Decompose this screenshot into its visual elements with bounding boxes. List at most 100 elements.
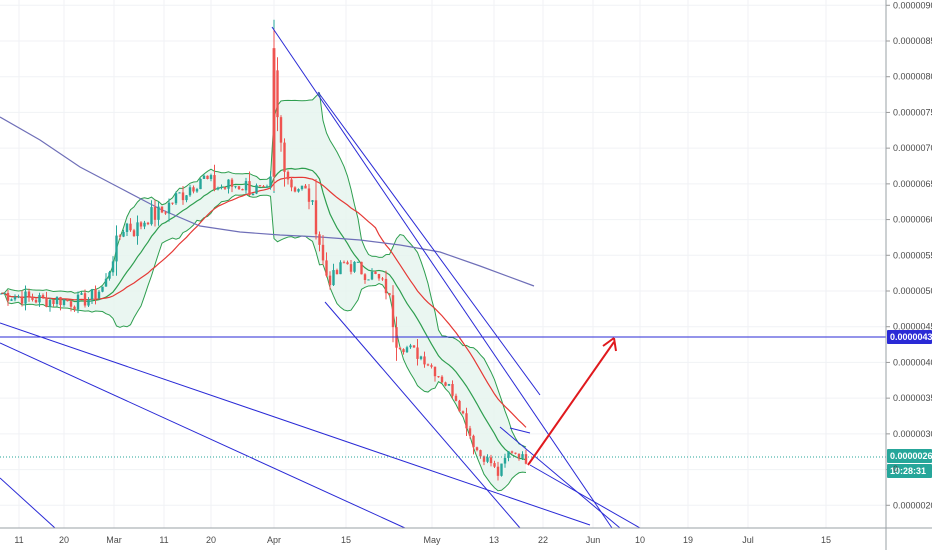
y-tick-label: 0.00000650 — [893, 179, 932, 189]
candle-down — [342, 262, 346, 264]
x-tick-label: 15 — [821, 535, 831, 545]
candle-down — [514, 452, 517, 454]
x-tick-label: Jun — [586, 535, 601, 545]
x-tick-label: 10 — [635, 535, 645, 545]
trend-line — [317, 91, 541, 396]
candle-down — [181, 192, 185, 201]
candle-up — [486, 457, 489, 462]
candle-down — [437, 376, 440, 378]
candle-down — [132, 230, 136, 237]
candle-down — [440, 376, 444, 383]
candle-up — [38, 295, 41, 303]
candle-down — [66, 299, 69, 302]
candle-up — [167, 202, 171, 214]
candle-down — [34, 299, 38, 303]
candle-up — [419, 356, 423, 359]
candle-up — [370, 271, 374, 280]
candle-down — [258, 185, 262, 187]
candle-spike — [272, 48, 276, 177]
y-tick-label: 0.00000500 — [893, 286, 932, 296]
candle-down — [391, 295, 395, 328]
candle-down — [451, 384, 454, 396]
y-tick-label: 0.00000400 — [893, 357, 932, 367]
y-tick-label: 0.00000850 — [893, 36, 932, 46]
candle-up — [195, 189, 199, 192]
candle-down — [458, 400, 461, 412]
candle-down — [314, 200, 318, 235]
y-tick-label: 0.00000700 — [893, 143, 932, 153]
candle-up — [405, 347, 409, 353]
candle-up — [202, 175, 206, 179]
candle-down — [461, 411, 465, 414]
candle-down — [45, 297, 48, 307]
candle-up — [339, 262, 342, 275]
price-badge: 10:28:31 — [887, 464, 932, 478]
trend-line — [499, 426, 621, 529]
candle-up — [48, 300, 52, 307]
candle-up — [199, 178, 202, 190]
candle-down — [472, 435, 475, 448]
bollinger-bands — [0, 91, 527, 492]
candle-down — [20, 296, 24, 304]
candle-up — [356, 261, 360, 263]
price-badge-bg — [887, 464, 932, 478]
candle-down — [160, 206, 164, 213]
candle-up — [188, 187, 192, 196]
candle-down — [475, 447, 479, 451]
candle-down — [206, 175, 209, 179]
candle-down — [374, 271, 377, 274]
candle-down — [325, 260, 328, 276]
candle-down — [118, 235, 122, 237]
candle-down — [479, 450, 482, 457]
candle-up — [104, 278, 108, 287]
candle-down — [139, 222, 143, 227]
band-lower — [0, 193, 527, 492]
trend-line — [271, 26, 613, 529]
moving-averages — [0, 116, 535, 461]
y-tick-label-partial: 0 — [893, 464, 898, 474]
candle-up — [10, 299, 13, 301]
candle-down — [430, 365, 433, 367]
candle-up — [209, 175, 213, 179]
arrow-shaft — [527, 341, 615, 466]
candle-down — [412, 345, 416, 348]
candle-down — [241, 189, 244, 191]
candle-down — [388, 293, 391, 296]
candle-up — [367, 279, 370, 281]
y-tick-label: 0.00000750 — [893, 107, 932, 117]
candle-down — [444, 382, 447, 386]
trend-line — [0, 322, 591, 526]
candle-down — [237, 186, 241, 190]
candle-up — [300, 185, 304, 190]
candle-down — [286, 171, 290, 180]
candle-down — [94, 289, 97, 299]
candle-up — [0, 293, 3, 295]
y-tick-label: 0.00000450 — [893, 322, 932, 332]
candle-up — [122, 231, 125, 237]
x-tick-label: 22 — [538, 535, 548, 545]
y-tick-label: 0.00000350 — [893, 393, 932, 403]
candle-up — [503, 457, 507, 464]
x-tick-label: 20 — [59, 535, 69, 545]
x-tick-label: 11 — [159, 535, 168, 545]
candle-up — [55, 297, 59, 305]
candle-down — [307, 188, 311, 202]
candle-down — [426, 364, 430, 366]
y-tick-label: 0.00000600 — [893, 215, 932, 225]
candle-down — [290, 179, 293, 188]
price-badge: 0.00000267 — [887, 449, 932, 463]
candle-down — [493, 463, 496, 467]
candle-up — [90, 289, 94, 300]
x-tick-label: Apr — [267, 535, 281, 545]
candle-down — [293, 187, 297, 192]
arrow-head — [602, 337, 617, 352]
candle-up — [76, 294, 80, 310]
candle-up — [227, 179, 230, 189]
candle-down — [283, 142, 286, 172]
ma-green — [0, 167, 527, 461]
candle-up — [409, 345, 412, 348]
candle-down — [384, 278, 388, 294]
candle-up — [265, 186, 269, 188]
